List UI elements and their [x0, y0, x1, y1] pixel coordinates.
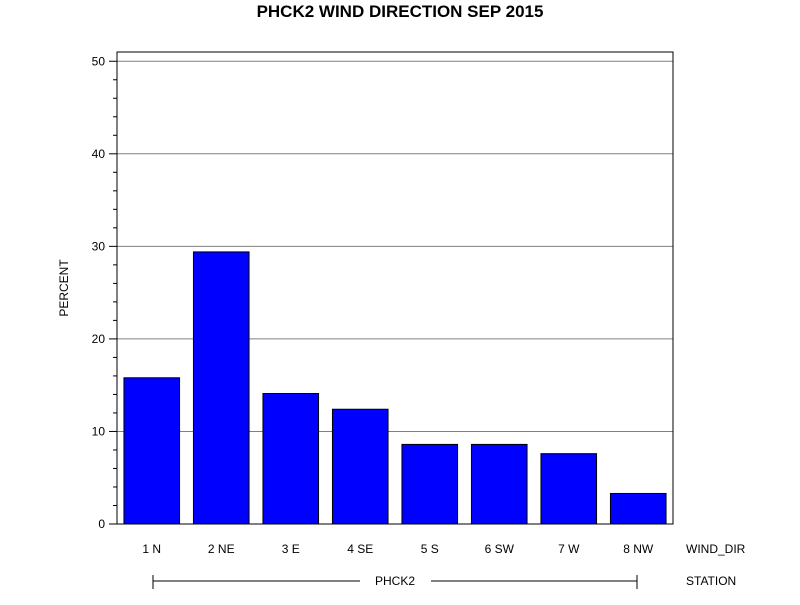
y-tick-label: 40: [92, 147, 106, 161]
x-tick-label: 5 S: [421, 542, 439, 556]
x-axis: 1 N 2 NE 3 E 4 SE 5 S 6 SW 7 W 8 NW: [142, 542, 654, 556]
y-tick-label: 0: [98, 517, 105, 531]
x-tick-label: 4 SE: [347, 542, 373, 556]
y-tick-label: 30: [92, 239, 106, 253]
bar-8-nw: [609, 492, 667, 525]
x-tick-label: 1 N: [142, 542, 161, 556]
x-tick-label: 8 NW: [623, 542, 654, 556]
x-axis-label: WIND_DIR: [686, 542, 746, 556]
plot-frame: [116, 51, 674, 525]
bar-3-e: [262, 393, 320, 525]
x-tick-label: 7 W: [558, 542, 580, 556]
group-label: PHCK2: [375, 574, 415, 588]
bar-6-sw: [470, 443, 528, 525]
bar-5-s: [401, 443, 459, 525]
bar-2-ne: [192, 251, 250, 525]
bar-7-w: [540, 453, 598, 525]
y-tick-label: 10: [92, 424, 106, 438]
chart-title: PHCK2 WIND DIRECTION SEP 2015: [257, 2, 544, 21]
y-axis: 0 10 20 30 40 50: [92, 54, 117, 531]
bar-1-n: [123, 377, 181, 525]
y-tick-label: 20: [92, 332, 106, 346]
x-tick-label: 6 SW: [485, 542, 515, 556]
bars: [123, 251, 667, 525]
x-tick-label: 3 E: [282, 542, 300, 556]
y-axis-label: PERCENT: [57, 259, 71, 317]
station-group-axis: PHCK2: [152, 574, 638, 589]
group-axis-label: STATION: [686, 574, 736, 588]
y-tick-label: 50: [92, 54, 106, 68]
x-tick-label: 2 NE: [208, 542, 235, 556]
bar-4-se: [331, 408, 389, 525]
